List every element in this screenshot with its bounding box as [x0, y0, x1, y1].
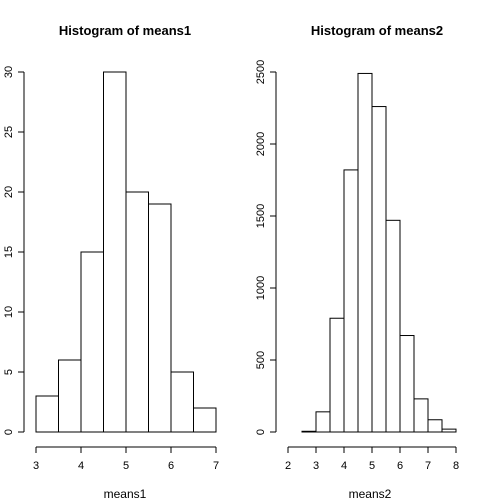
x-tick-label: 7	[213, 460, 219, 472]
chart-title-means2: Histogram of means2	[311, 23, 443, 38]
chart-title-means1: Histogram of means1	[59, 23, 191, 38]
histogram-bar-means1	[125, 191, 149, 433]
y-tick-label: 2000	[255, 132, 267, 156]
histogram-bar-means2	[399, 335, 415, 433]
y-tick-label: 20	[3, 186, 15, 198]
x-tick-label: 5	[369, 460, 375, 472]
histogram-bar-means2	[315, 411, 331, 433]
histogram-bar-means1	[103, 71, 127, 433]
histogram-bar-means2	[329, 317, 345, 433]
x-tick-label: 6	[397, 460, 403, 472]
x-axis-means2: 2 3 4 5 6 7 8	[285, 446, 459, 472]
y-axis-means2: 0 500 1000 1500 2000 2500	[255, 60, 277, 435]
x-tick-label: 7	[425, 460, 431, 472]
x-axis-label-means2: means2	[349, 487, 392, 501]
x-axis-label-means1: means1	[104, 487, 147, 501]
y-tick-label: 5	[3, 369, 15, 375]
histogram-bar-means2	[357, 72, 373, 433]
histogram-bar-means2	[371, 106, 387, 433]
x-tick-label: 4	[78, 460, 84, 472]
y-tick-label: 10	[3, 306, 15, 318]
y-tick-label: 1500	[255, 204, 267, 228]
bars-means2	[301, 72, 457, 433]
x-tick-label: 5	[123, 460, 129, 472]
histogram-bar-means1	[35, 395, 59, 433]
histogram-bar-means1	[148, 203, 172, 433]
histogram-bar-means2	[385, 219, 401, 433]
x-tick-label: 4	[341, 460, 347, 472]
histogram-means1-panel: Histogram of means1 means1 3 4 5 6 7 0 5 10 15 2…	[3, 23, 219, 501]
y-tick-label: 25	[3, 126, 15, 138]
histogram-bar-means2	[441, 428, 457, 433]
y-tick-label: 500	[255, 351, 267, 369]
histogram-bar-means2	[343, 169, 359, 433]
x-tick-label: 3	[33, 460, 39, 472]
y-tick-label: 0	[255, 429, 267, 435]
y-tick-label: 0	[3, 429, 15, 435]
y-tick-label: 2500	[255, 60, 267, 84]
y-tick-label: 30	[3, 66, 15, 78]
histogram-bar-means1	[193, 407, 217, 433]
histogram-bar-means2	[413, 398, 429, 433]
y-tick-label: 15	[3, 246, 15, 258]
histogram-bar-means2	[427, 419, 443, 433]
histogram-bar-means2	[301, 430, 317, 433]
x-tick-label: 8	[453, 460, 459, 472]
x-axis-means1: 3 4 5 6 7	[33, 446, 219, 472]
x-tick-label: 6	[168, 460, 174, 472]
histogram-bar-means1	[58, 359, 82, 433]
histogram-bar-means1	[80, 251, 104, 433]
x-tick-label: 3	[313, 460, 319, 472]
x-tick-label: 2	[285, 460, 291, 472]
y-axis-means1: 0 5 10 15 20 25 30	[3, 66, 25, 435]
histogram-bar-means1	[170, 371, 194, 433]
histogram-means2-panel: Histogram of means2 means2 2 3 4 5 6 7 8 0 500 1…	[255, 23, 459, 501]
bars-means1	[35, 71, 217, 433]
y-tick-label: 1000	[255, 276, 267, 300]
